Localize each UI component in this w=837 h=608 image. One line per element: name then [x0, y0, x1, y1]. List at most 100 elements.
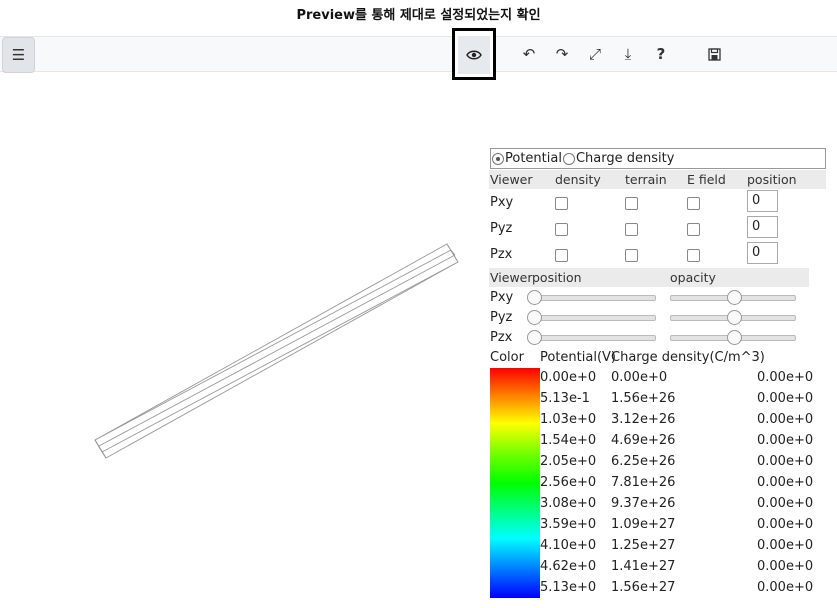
preview-button[interactable]	[458, 36, 490, 74]
pxy-terrain-checkbox[interactable]	[625, 197, 638, 210]
pyz-efield-checkbox[interactable]	[687, 223, 700, 236]
pyz-position-thumb[interactable]	[527, 310, 542, 325]
pxy-opacity-slider[interactable]	[670, 290, 796, 305]
slider-table-header: Viewer position opacity	[489, 268, 809, 287]
potential-radio[interactable]	[492, 152, 504, 165]
save-icon	[707, 47, 721, 61]
legend-charge-value: 1.09e+27	[611, 517, 676, 532]
pyz-terrain-checkbox[interactable]	[625, 223, 638, 236]
legend-charge-value: 1.25e+27	[611, 538, 676, 553]
download-icon: ⤓	[624, 45, 632, 63]
pzx-position-thumb[interactable]	[527, 330, 542, 345]
col-e-field: E field	[687, 172, 726, 187]
color-scale-bar	[490, 368, 540, 598]
legend-extra-value: 0.00e+0	[757, 370, 814, 385]
col-viewer: Viewer	[490, 172, 533, 187]
slider-col-opacity: opacity	[670, 270, 716, 285]
hamburger-icon: ☰	[11, 46, 26, 64]
redo-button[interactable]: ↷	[548, 40, 576, 68]
col-density: density	[555, 172, 601, 187]
pyz-density-checkbox[interactable]	[555, 223, 568, 236]
legend-extra-value: 0.00e+0	[757, 433, 814, 448]
charge-density-radio[interactable]	[562, 152, 575, 165]
legend-potential-value: 4.10e+0	[540, 538, 597, 553]
legend-potential-value: 5.13e+0	[540, 580, 597, 595]
help-icon: ?	[656, 45, 666, 63]
pzx-terrain-checkbox[interactable]	[625, 249, 638, 262]
row-label-pzx: Pzx	[490, 247, 513, 262]
pxy-opacity-thumb[interactable]	[727, 290, 742, 305]
pyz-position-slider[interactable]	[527, 310, 656, 325]
pxy-position-slider[interactable]	[527, 290, 656, 305]
pxy-density-checkbox[interactable]	[555, 197, 568, 210]
legend-extra-value: 0.00e+0	[757, 517, 814, 532]
legend-charge-value: 6.25e+26	[611, 454, 676, 469]
viewer-table-header: Viewer density terrain E field position	[489, 170, 826, 189]
legend-charge-value: 1.41e+27	[611, 559, 676, 574]
slider-col-position: position	[532, 270, 582, 285]
legend-extra-value: 0.00e+0	[757, 559, 814, 574]
slider-label-pzx: Pzx	[490, 330, 513, 345]
pyz-opacity-thumb[interactable]	[727, 310, 742, 325]
legend-charge-value: 3.12e+26	[611, 412, 676, 427]
mode-selector: Potential Charge density	[490, 148, 826, 169]
legend-potential-value: 3.08e+0	[540, 496, 597, 511]
slider-col-viewer: Viewer	[490, 270, 533, 285]
download-button[interactable]: ⤓	[614, 40, 642, 68]
eye-icon	[466, 50, 482, 60]
redo-icon: ↷	[555, 45, 569, 63]
save-button[interactable]	[700, 40, 728, 68]
legend-charge-value: 1.56e+27	[611, 580, 676, 595]
legend-potential-value: 2.05e+0	[540, 454, 597, 469]
pzx-position-input[interactable]: 0	[747, 242, 778, 264]
pyz-opacity-slider[interactable]	[670, 310, 796, 325]
legend-extra-value: 0.00e+0	[757, 496, 814, 511]
slider-label-pyz: Pyz	[490, 310, 513, 325]
charge-density-radio-label[interactable]: Charge density	[575, 151, 675, 166]
pzx-position-slider[interactable]	[527, 330, 656, 345]
col-terrain: terrain	[625, 172, 667, 187]
legend-extra-value: 0.00e+0	[757, 391, 814, 406]
legend-potential-value: 5.13e-1	[540, 391, 590, 406]
row-label-pxy: Pxy	[490, 195, 514, 210]
fullscreen-icon: ⤢	[588, 45, 601, 63]
pxy-position-thumb[interactable]	[527, 290, 542, 305]
fullscreen-button[interactable]: ⤢	[581, 40, 609, 68]
legend-charge-value: 0.00e+0	[611, 370, 668, 385]
pzx-opacity-thumb[interactable]	[727, 330, 742, 345]
pxy-position-input[interactable]: 0	[747, 190, 778, 212]
legend-charge-value: 7.81e+26	[611, 475, 676, 490]
help-button[interactable]: ?	[647, 40, 675, 68]
menu-button[interactable]: ☰	[2, 37, 35, 73]
legend-extra-value: 0.00e+0	[757, 538, 814, 553]
legend-potential-value: 0.00e+0	[540, 370, 597, 385]
wireframe-bar	[94, 243, 459, 459]
pzx-density-checkbox[interactable]	[555, 249, 568, 262]
legend-potential-value: 4.62e+0	[540, 559, 597, 574]
undo-icon: ↶	[522, 45, 536, 63]
pyz-position-input[interactable]: 0	[747, 216, 778, 238]
legend-potential-header: Potential(V)	[540, 350, 616, 365]
pzx-opacity-slider[interactable]	[670, 330, 796, 345]
viewport-canvas[interactable]	[0, 72, 480, 602]
legend-color-header: Color	[490, 350, 524, 365]
legend-potential-value: 1.03e+0	[540, 412, 597, 427]
legend-extra-value: 0.00e+0	[757, 454, 814, 469]
legend-extra-value: 0.00e+0	[757, 412, 814, 427]
legend-potential-value: 3.59e+0	[540, 517, 597, 532]
toolbar	[0, 36, 837, 72]
slider-label-pxy: Pxy	[490, 290, 514, 305]
pzx-efield-checkbox[interactable]	[687, 249, 700, 262]
legend-charge-header: Charge density(C/m^3)	[611, 350, 765, 365]
row-label-pyz: Pyz	[490, 221, 513, 236]
legend-charge-value: 9.37e+26	[611, 496, 676, 511]
col-position: position	[747, 172, 797, 187]
legend-extra-value: 0.00e+0	[757, 580, 814, 595]
legend-extra-value: 0.00e+0	[757, 475, 814, 490]
pxy-efield-checkbox[interactable]	[687, 197, 700, 210]
potential-radio-label[interactable]: Potential	[505, 151, 562, 166]
legend-potential-value: 2.56e+0	[540, 475, 597, 490]
legend-charge-value: 4.69e+26	[611, 433, 676, 448]
legend-potential-value: 1.54e+0	[540, 433, 597, 448]
undo-button[interactable]: ↶	[515, 40, 543, 68]
